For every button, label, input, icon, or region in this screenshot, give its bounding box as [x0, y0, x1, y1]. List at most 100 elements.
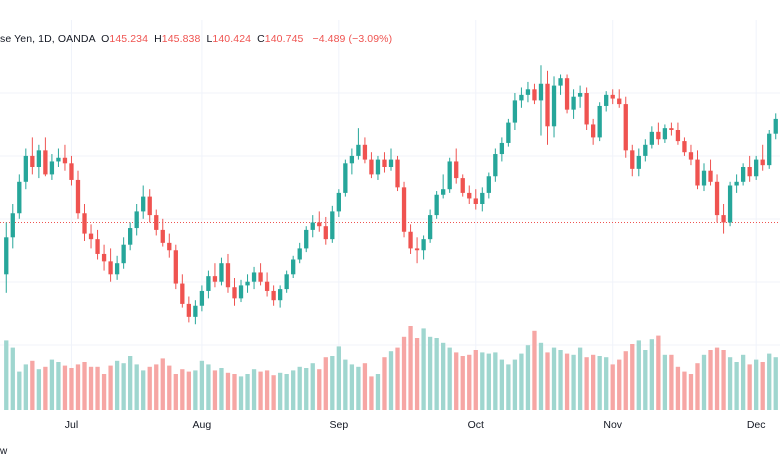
- candle-body: [630, 150, 635, 169]
- candle-body: [206, 276, 211, 291]
- candle-body: [473, 198, 478, 204]
- candle-body: [506, 122, 511, 143]
- candle-body: [317, 222, 322, 227]
- volume-bar: [656, 335, 661, 410]
- volume-bar: [395, 347, 400, 410]
- candle-body: [225, 263, 231, 288]
- volume-bar: [649, 339, 654, 410]
- close-value: 140.745: [264, 33, 304, 45]
- volume-bar: [75, 364, 81, 410]
- candle-body: [643, 144, 648, 156]
- candle-body: [362, 144, 368, 160]
- candle-body: [460, 178, 465, 193]
- x-tick-label: Jul: [65, 419, 78, 431]
- volume-bar: [291, 370, 296, 410]
- candle-body: [714, 181, 720, 216]
- candle-body: [604, 94, 609, 106]
- candle-body: [747, 167, 752, 177]
- candle-body: [454, 161, 459, 179]
- candle-body: [297, 248, 302, 260]
- volume-bar: [251, 369, 257, 410]
- candle-body: [727, 185, 733, 223]
- volume-bar: [356, 366, 361, 410]
- volume-bar: [17, 371, 22, 410]
- open-value: 145.234: [109, 33, 149, 45]
- candle-body: [525, 89, 531, 95]
- volume-bar: [310, 363, 315, 410]
- candle-body: [167, 242, 172, 251]
- candle-body: [251, 272, 257, 282]
- change-value: −4.489 (−3.09%): [312, 33, 393, 45]
- x-tick-label: Aug: [193, 419, 212, 431]
- candle-body: [356, 144, 361, 156]
- volume-bar: [36, 369, 42, 410]
- candle-body: [480, 192, 485, 204]
- volume-bar: [584, 357, 589, 410]
- candle-body: [708, 170, 713, 182]
- volume-bar: [23, 364, 28, 410]
- volume-bar: [643, 350, 648, 410]
- candle-body: [56, 157, 61, 162]
- candle-body: [49, 161, 55, 175]
- candles: [4, 65, 778, 325]
- volume-bar: [4, 340, 9, 410]
- volume-bar: [232, 374, 237, 410]
- candle-body: [545, 83, 550, 127]
- volume-bar: [147, 366, 152, 410]
- candle-body: [669, 128, 674, 130]
- candle-body: [284, 274, 289, 290]
- volume-bar: [238, 376, 244, 410]
- volume-bar: [480, 352, 485, 410]
- volume-bar: [669, 354, 674, 410]
- volume-bar: [362, 363, 368, 410]
- volume-bar: [695, 363, 700, 410]
- volume-bar: [121, 363, 126, 410]
- candle-body: [323, 226, 328, 240]
- volume-bar: [10, 347, 15, 410]
- volume-bar: [186, 371, 192, 410]
- volume-bar: [441, 342, 446, 410]
- candle-body: [264, 281, 270, 291]
- volume-bar: [258, 371, 263, 410]
- volume-bar: [128, 356, 133, 410]
- candle-body: [408, 231, 413, 249]
- volume-bar: [114, 360, 120, 410]
- volume-bar: [401, 336, 407, 410]
- volume-bar: [454, 352, 459, 410]
- volume-bar: [662, 354, 668, 410]
- volume-bar: [597, 356, 602, 410]
- candle-body: [675, 130, 681, 142]
- candle-body: [154, 215, 159, 230]
- volume-bar: [421, 328, 426, 410]
- candle-body: [304, 229, 309, 249]
- candle-body: [310, 222, 315, 230]
- candle-body: [682, 141, 687, 153]
- volume-bar: [154, 364, 159, 410]
- candle-body: [773, 118, 778, 134]
- volume-bar: [564, 353, 570, 410]
- volume-bar: [675, 366, 681, 410]
- candle-body: [245, 281, 250, 286]
- volume-bar: [173, 374, 178, 410]
- volume-bar: [317, 369, 322, 410]
- candle-body: [277, 289, 283, 301]
- volume-bar: [369, 376, 374, 410]
- volume-bar: [747, 364, 752, 410]
- volume-bars: [4, 326, 778, 410]
- volume-bar: [538, 342, 544, 410]
- candle-body: [532, 89, 537, 101]
- volume-bar: [636, 340, 641, 410]
- candle-body: [577, 93, 583, 97]
- candle-body: [734, 181, 739, 186]
- candle-body: [291, 259, 296, 275]
- volume-bar: [499, 359, 505, 410]
- candle-body: [597, 105, 602, 138]
- candle-body: [512, 100, 518, 123]
- candle-body: [401, 187, 407, 232]
- candle-body: [128, 228, 133, 245]
- candle-body: [754, 159, 759, 177]
- candle-body: [499, 142, 505, 155]
- candle-body: [4, 237, 9, 275]
